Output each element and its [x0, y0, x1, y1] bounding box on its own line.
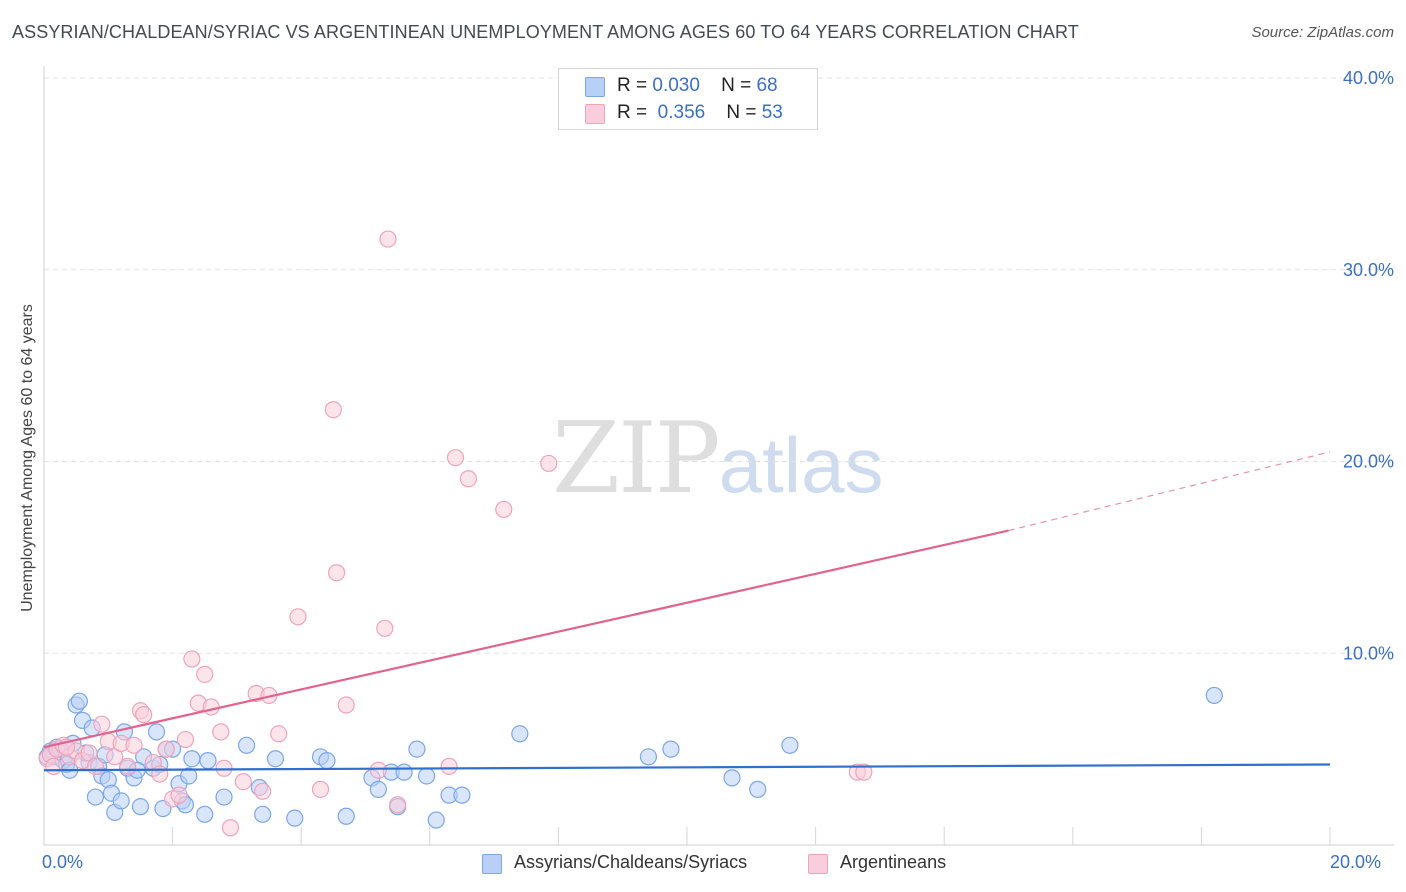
watermark: ZIPatlas	[552, 402, 884, 516]
point-assyrians	[408, 740, 426, 758]
point-argentineans	[337, 696, 355, 714]
point-argentineans	[118, 757, 137, 775]
point-assyrians	[781, 736, 799, 754]
point-argentineans	[324, 401, 342, 419]
point-assyrians	[662, 740, 680, 758]
point-assyrians	[254, 805, 272, 823]
point-argentineans	[289, 608, 307, 626]
y-tick-label: 20.0%	[1343, 452, 1394, 472]
point-assyrians	[215, 788, 233, 806]
point-assyrians	[199, 752, 217, 770]
swatch-argentineans	[585, 104, 605, 124]
point-argentineans	[176, 730, 195, 749]
point-argentineans	[135, 706, 153, 724]
point-assyrians	[337, 807, 355, 825]
y-tick-label: 10.0%	[1343, 643, 1394, 663]
swatch-assyrians	[585, 77, 605, 97]
stats-text: R = 0.356 N = 53	[617, 102, 783, 124]
y-tick-label: 30.0%	[1343, 260, 1394, 280]
point-assyrians	[369, 780, 387, 798]
point-assyrians	[147, 723, 166, 741]
point-assyrians	[395, 763, 413, 781]
r-value: 0.356	[657, 102, 706, 123]
point-assyrians	[266, 750, 285, 768]
point-argentineans	[254, 782, 272, 800]
point-argentineans	[446, 449, 465, 467]
point-assyrians	[427, 811, 445, 829]
point-assyrians	[196, 805, 214, 823]
r-value: 0.030	[652, 75, 700, 96]
point-assyrians	[749, 780, 767, 798]
point-argentineans	[311, 780, 330, 798]
watermark-atlas: atlas	[718, 421, 884, 509]
legend-swatch-argentineans	[808, 854, 828, 874]
point-assyrians	[86, 788, 105, 806]
legend-label-assyrians: Assyrians/Chaldeans/Syriacs	[514, 852, 748, 872]
point-argentineans	[389, 796, 407, 814]
point-assyrians	[417, 767, 436, 785]
point-assyrians	[453, 786, 471, 804]
point-argentineans	[369, 761, 387, 779]
point-argentineans	[45, 757, 63, 775]
point-argentineans	[170, 786, 188, 804]
x-tick-label-max: 20.0%	[1330, 852, 1382, 872]
point-argentineans	[202, 698, 220, 716]
point-argentineans	[376, 619, 394, 637]
point-argentineans	[125, 736, 143, 754]
stats-box: R = 0.030 N = 68 R = 0.356 N = 53	[558, 68, 818, 130]
point-assyrians	[1205, 686, 1223, 705]
x-tick-label-min: 0.0%	[42, 852, 84, 872]
legend-label-argentineans: Argentineans	[840, 852, 947, 872]
point-assyrians	[318, 752, 336, 770]
point-argentineans	[234, 773, 252, 791]
point-argentineans	[327, 564, 346, 582]
chart-title: ASSYRIAN/CHALDEAN/SYRIAC VS ARGENTINEAN …	[12, 22, 1079, 42]
n-value: 68	[756, 75, 778, 96]
point-assyrians	[286, 809, 304, 827]
point-assyrians	[237, 736, 256, 754]
point-argentineans	[86, 757, 105, 775]
y-tick-label: 40.0%	[1343, 68, 1394, 88]
trend-line-argentineans-extension	[1008, 451, 1331, 532]
watermark-zip: ZIP	[552, 402, 721, 516]
point-assyrians	[112, 792, 130, 810]
point-assyrians	[180, 767, 198, 785]
point-argentineans	[93, 715, 111, 733]
r-label: R =	[617, 75, 648, 96]
point-argentineans	[440, 757, 458, 775]
point-argentineans	[196, 665, 214, 683]
point-argentineans	[157, 740, 175, 758]
r-label: R =	[617, 102, 648, 123]
point-argentineans	[540, 454, 558, 473]
point-assyrians	[131, 798, 150, 816]
point-assyrians	[70, 692, 88, 710]
point-argentineans	[495, 500, 513, 519]
point-argentineans	[270, 725, 288, 743]
stats-text: R = 0.030 N = 68	[617, 75, 778, 97]
n-label: N =	[721, 75, 752, 96]
point-assyrians	[723, 769, 741, 787]
n-value: 53	[761, 102, 783, 123]
point-assyrians	[639, 748, 658, 766]
source-label: Source: ZipAtlas.com	[1251, 24, 1394, 41]
n-label: N =	[726, 102, 757, 123]
point-argentineans	[151, 765, 169, 783]
point-argentineans	[459, 470, 477, 488]
point-argentineans	[855, 763, 873, 781]
point-argentineans	[221, 819, 240, 837]
point-assyrians	[183, 750, 201, 768]
trend-line-argentineans	[43, 529, 1009, 749]
point-argentineans	[212, 723, 230, 741]
trend-line-assyrians	[43, 763, 1331, 772]
legend-swatch-assyrians	[482, 854, 502, 874]
point-argentineans	[379, 230, 397, 248]
point-assyrians	[511, 725, 529, 743]
point-argentineans	[183, 650, 201, 668]
